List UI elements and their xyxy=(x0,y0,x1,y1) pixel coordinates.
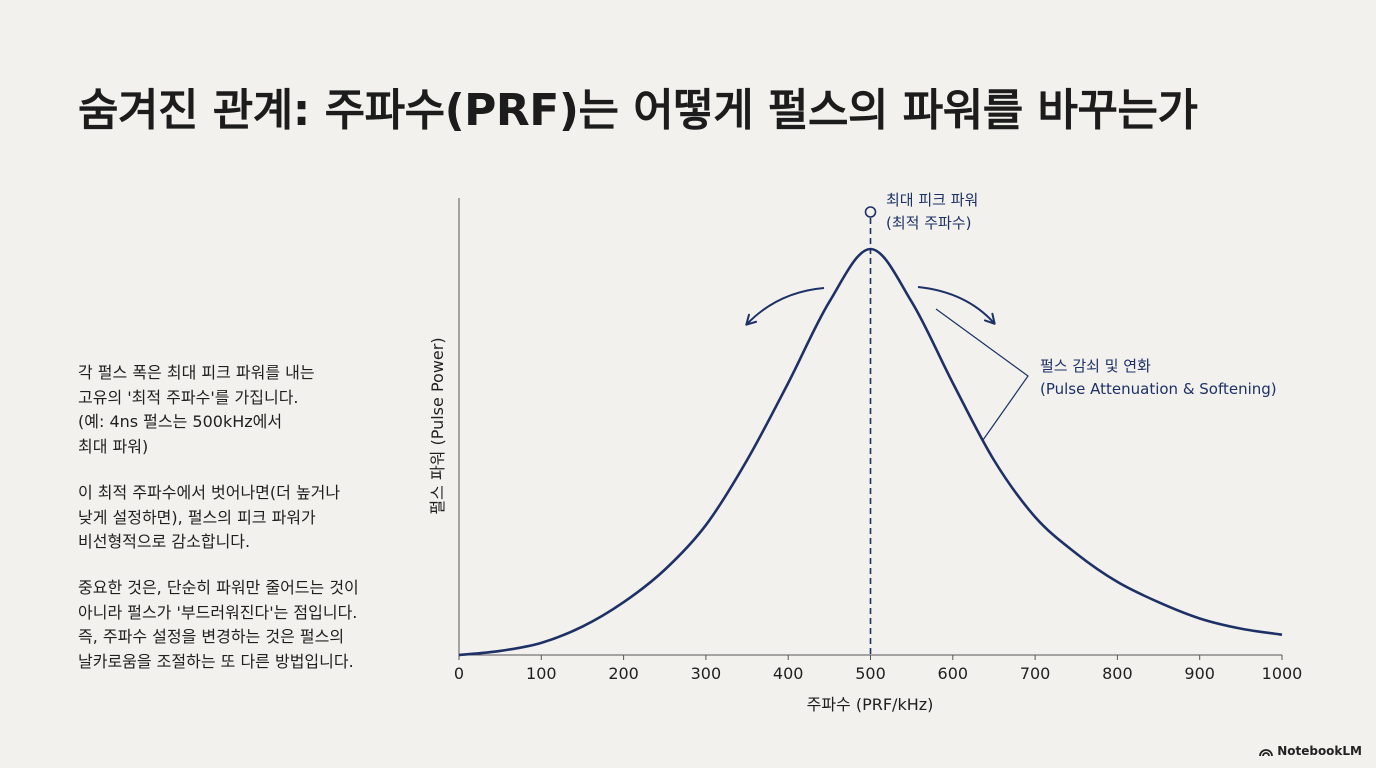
right-curved-arrow xyxy=(917,286,996,325)
peak-label: 최대 피크 파워 xyxy=(886,191,978,209)
description-line: 아니라 펄스가 '부드러워진다'는 점입니다. xyxy=(78,602,358,622)
description-line: 최대 파워) xyxy=(78,436,149,456)
description-paragraph-1: 각 펄스 폭은 최대 피크 파워를 내는 고유의 '최적 주파수'를 가집니다.… xyxy=(78,361,408,459)
x-tick-label: 0 xyxy=(454,664,464,683)
description-line: 날카로움을 조절하는 또 다른 방법입니다. xyxy=(78,651,354,671)
brand-name: NotebookLM xyxy=(1277,744,1362,758)
page-title: 숨겨진 관계: 주파수(PRF)는 어떻게 펄스의 파워를 바꾸는가 xyxy=(78,85,1198,136)
description-line: 이 최적 주파수에서 벗어나면(더 높거나 xyxy=(78,483,341,502)
x-tick-label: 600 xyxy=(938,664,969,683)
peak-marker xyxy=(864,206,877,218)
description-line: 낮게 설정하면), 펄스의 피크 파워가 xyxy=(78,507,316,527)
description-line: 비선형적으로 감소합니다. xyxy=(78,532,251,551)
peak-sublabel: (최적 주파수) xyxy=(886,214,971,232)
left-curved-arrow xyxy=(745,287,825,326)
x-axis-label: 주파수 (PRF/kHz) xyxy=(807,695,934,714)
attenuation-label: 펄스 감쇠 및 연화 xyxy=(1040,357,1151,375)
description-line: 각 펄스 폭은 최대 피크 파워를 내는 xyxy=(78,363,315,382)
brand-badge: NotebookLM xyxy=(1259,744,1362,758)
x-tick-label: 200 xyxy=(608,664,639,683)
x-tick-label: 300 xyxy=(691,664,722,683)
description-line: 즉, 주파수 설정을 변경하는 것은 펄스의 xyxy=(78,627,345,646)
x-tick-label: 1000 xyxy=(1262,664,1303,683)
description-paragraph-2: 이 최적 주파수에서 벗어나면(더 높거나 낮게 설정하면), 펄스의 피크 파… xyxy=(78,481,408,555)
description-line: (예: 4ns 펄스는 500kHz에서 xyxy=(78,412,283,431)
description-line: 고유의 '최적 주파수'를 가집니다. xyxy=(78,387,299,407)
description-line: 중요한 것은, 단순히 파워만 줄어드는 것이 xyxy=(78,578,359,597)
notebooklm-logo-icon xyxy=(1259,748,1274,756)
attenuation-leader-line xyxy=(935,308,1029,441)
x-tick-label: 700 xyxy=(1020,664,1051,683)
x-tick-label: 100 xyxy=(526,664,557,683)
x-tick-label: 500 xyxy=(855,664,886,683)
x-tick-label: 400 xyxy=(773,664,804,683)
description-paragraph-3: 중요한 것은, 단순히 파워만 줄어드는 것이 아니라 펄스가 '부드러워진다'… xyxy=(78,576,408,674)
y-axis-label: 펄스 파워 (Pulse Power) xyxy=(428,337,447,514)
x-tick-label: 800 xyxy=(1102,664,1133,683)
x-tick-label: 900 xyxy=(1184,664,1215,683)
attenuation-sublabel: (Pulse Attenuation & Softening) xyxy=(1040,380,1277,398)
